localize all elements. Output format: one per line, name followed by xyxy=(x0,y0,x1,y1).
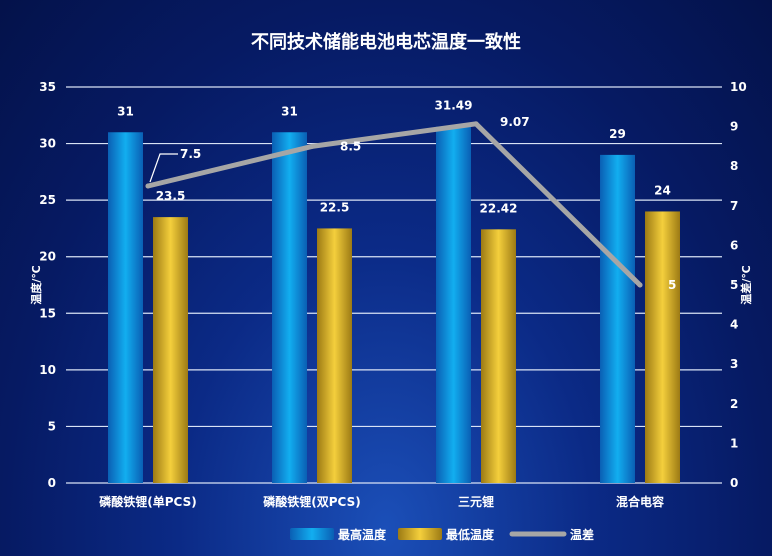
line-point-temp-diff xyxy=(145,183,151,189)
y-tick-label-left: 35 xyxy=(39,80,56,94)
line-temp-diff xyxy=(145,121,643,288)
data-label-min-temp: 23.5 xyxy=(156,189,186,203)
y-tick-label-left: 25 xyxy=(39,193,56,207)
data-label-max-temp: 31 xyxy=(281,104,298,118)
y-tick-label-right: 9 xyxy=(730,120,738,134)
data-label-max-temp: 29 xyxy=(609,127,626,141)
y-tick-label-right: 10 xyxy=(730,80,747,94)
data-label-temp-diff: 9.07 xyxy=(500,115,530,129)
y-tick-label-right: 8 xyxy=(730,159,738,173)
data-label-min-temp: 22.5 xyxy=(320,200,350,214)
legend-label: 最高温度 xyxy=(338,527,387,542)
bar-max-temp xyxy=(272,132,307,483)
data-label-temp-diff: 7.5 xyxy=(180,147,201,161)
data-label-min-temp: 22.42 xyxy=(480,201,518,215)
legend-swatch xyxy=(398,528,442,540)
y-tick-label-right: 1 xyxy=(730,436,738,450)
bar-min-temp xyxy=(153,217,188,483)
line-point-temp-diff xyxy=(637,282,643,288)
legend-swatch xyxy=(290,528,334,540)
y-tick-label-left: 10 xyxy=(39,363,56,377)
data-label-min-temp: 24 xyxy=(654,183,671,197)
y-axis-label-right: 温差/℃ xyxy=(739,265,753,304)
bar-min-temp xyxy=(645,211,680,483)
y-tick-label-right: 6 xyxy=(730,238,738,252)
y-axis-label-left: 温度/℃ xyxy=(29,265,43,304)
bar-max-temp xyxy=(600,154,635,483)
bar-max-temp xyxy=(436,126,471,484)
y-tick-label-right: 4 xyxy=(730,318,738,332)
legend-label: 温差 xyxy=(570,527,594,542)
bar-min-temp xyxy=(317,228,352,483)
leader-line xyxy=(149,153,178,183)
y-tick-label-left: 0 xyxy=(48,476,56,490)
y-tick-label-left: 30 xyxy=(39,137,56,151)
y-tick-label-left: 15 xyxy=(39,306,56,320)
data-label-temp-diff: 5 xyxy=(668,278,676,292)
legend-label: 最低温度 xyxy=(446,527,495,542)
line-point-temp-diff xyxy=(473,121,479,127)
x-tick-label: 三元锂 xyxy=(458,494,494,509)
data-label-max-temp: 31.49 xyxy=(435,99,473,113)
y-tick-label-left: 5 xyxy=(48,419,56,433)
x-tick-label: 磷酸铁锂(双PCS) xyxy=(263,494,360,509)
bar-min-temp xyxy=(481,229,516,483)
x-tick-label: 磷酸铁锂(单PCS) xyxy=(99,494,196,509)
y-tick-label-right: 3 xyxy=(730,357,738,371)
data-label-temp-diff: 8.5 xyxy=(340,139,361,153)
y-tick-label-left: 20 xyxy=(39,250,56,264)
y-tick-label-right: 0 xyxy=(730,476,738,490)
y-tick-label-right: 7 xyxy=(730,199,738,213)
line-point-temp-diff xyxy=(309,143,315,149)
y-tick-label-right: 5 xyxy=(730,278,738,292)
x-tick-label: 混合电容 xyxy=(616,494,664,509)
chart-title: 不同技术储能电池电芯温度一致性 xyxy=(251,31,521,53)
y-tick-label-right: 2 xyxy=(730,397,738,411)
data-label-max-temp: 31 xyxy=(117,104,134,118)
bar-max-temp xyxy=(108,132,143,483)
